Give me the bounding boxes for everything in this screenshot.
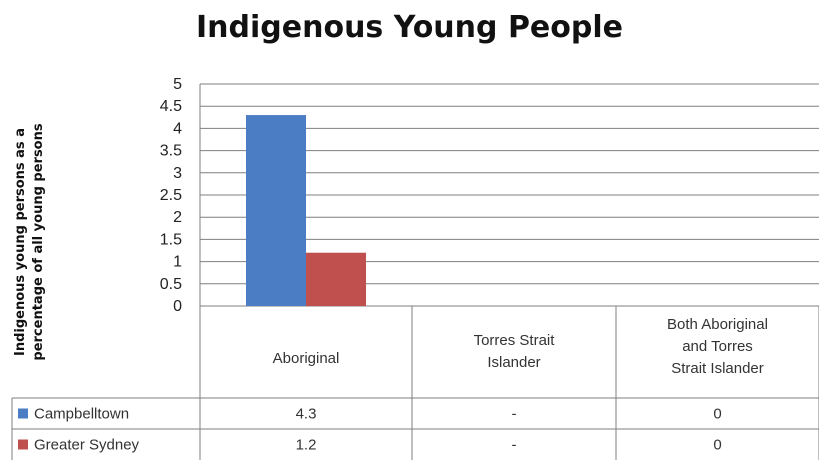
bar-greater-sydney [306,252,366,306]
legend-label: Greater Sydney [34,437,140,454]
legend-label: Campbelltown [34,406,129,423]
category-label: and Torres [682,338,753,355]
table-value: - [512,437,517,454]
table-value: 0 [713,406,721,423]
category-label: Islander [487,354,540,371]
y-tick-label: 4.5 [160,98,182,115]
y-axis-label: Indigenous young persons as a percentage… [8,92,48,392]
y-tick-label: 5 [173,76,182,93]
y-tick-label: 3 [173,165,182,182]
category-label: Strait Islander [671,360,764,377]
category-label: Torres Strait [474,332,556,349]
table-value: - [512,406,517,423]
table-value: 4.3 [296,406,317,423]
y-tick-label: 1.5 [160,231,182,248]
legend-key [18,439,28,450]
y-tick-label: 0 [173,298,182,315]
y-axis-label-line2: percentage of all young persons [31,123,46,360]
y-tick-label: 3.5 [160,143,182,160]
y-tick-label: 2.5 [160,187,182,204]
legend-key [18,408,28,419]
table-value: 1.2 [296,437,317,454]
table-value: 0 [713,437,721,454]
chart-title: Indigenous Young People [196,10,623,45]
y-tick-label: 0.5 [160,276,182,293]
bar-campbelltown [246,115,306,306]
category-label: Aboriginal [273,350,340,367]
y-axis-label-line1: Indigenous young persons as a [13,128,28,356]
y-tick-label: 2 [173,209,182,226]
y-tick-label: 1 [173,254,182,271]
category-label: Both Aboriginal [667,316,768,333]
y-tick-label: 4 [173,120,182,137]
